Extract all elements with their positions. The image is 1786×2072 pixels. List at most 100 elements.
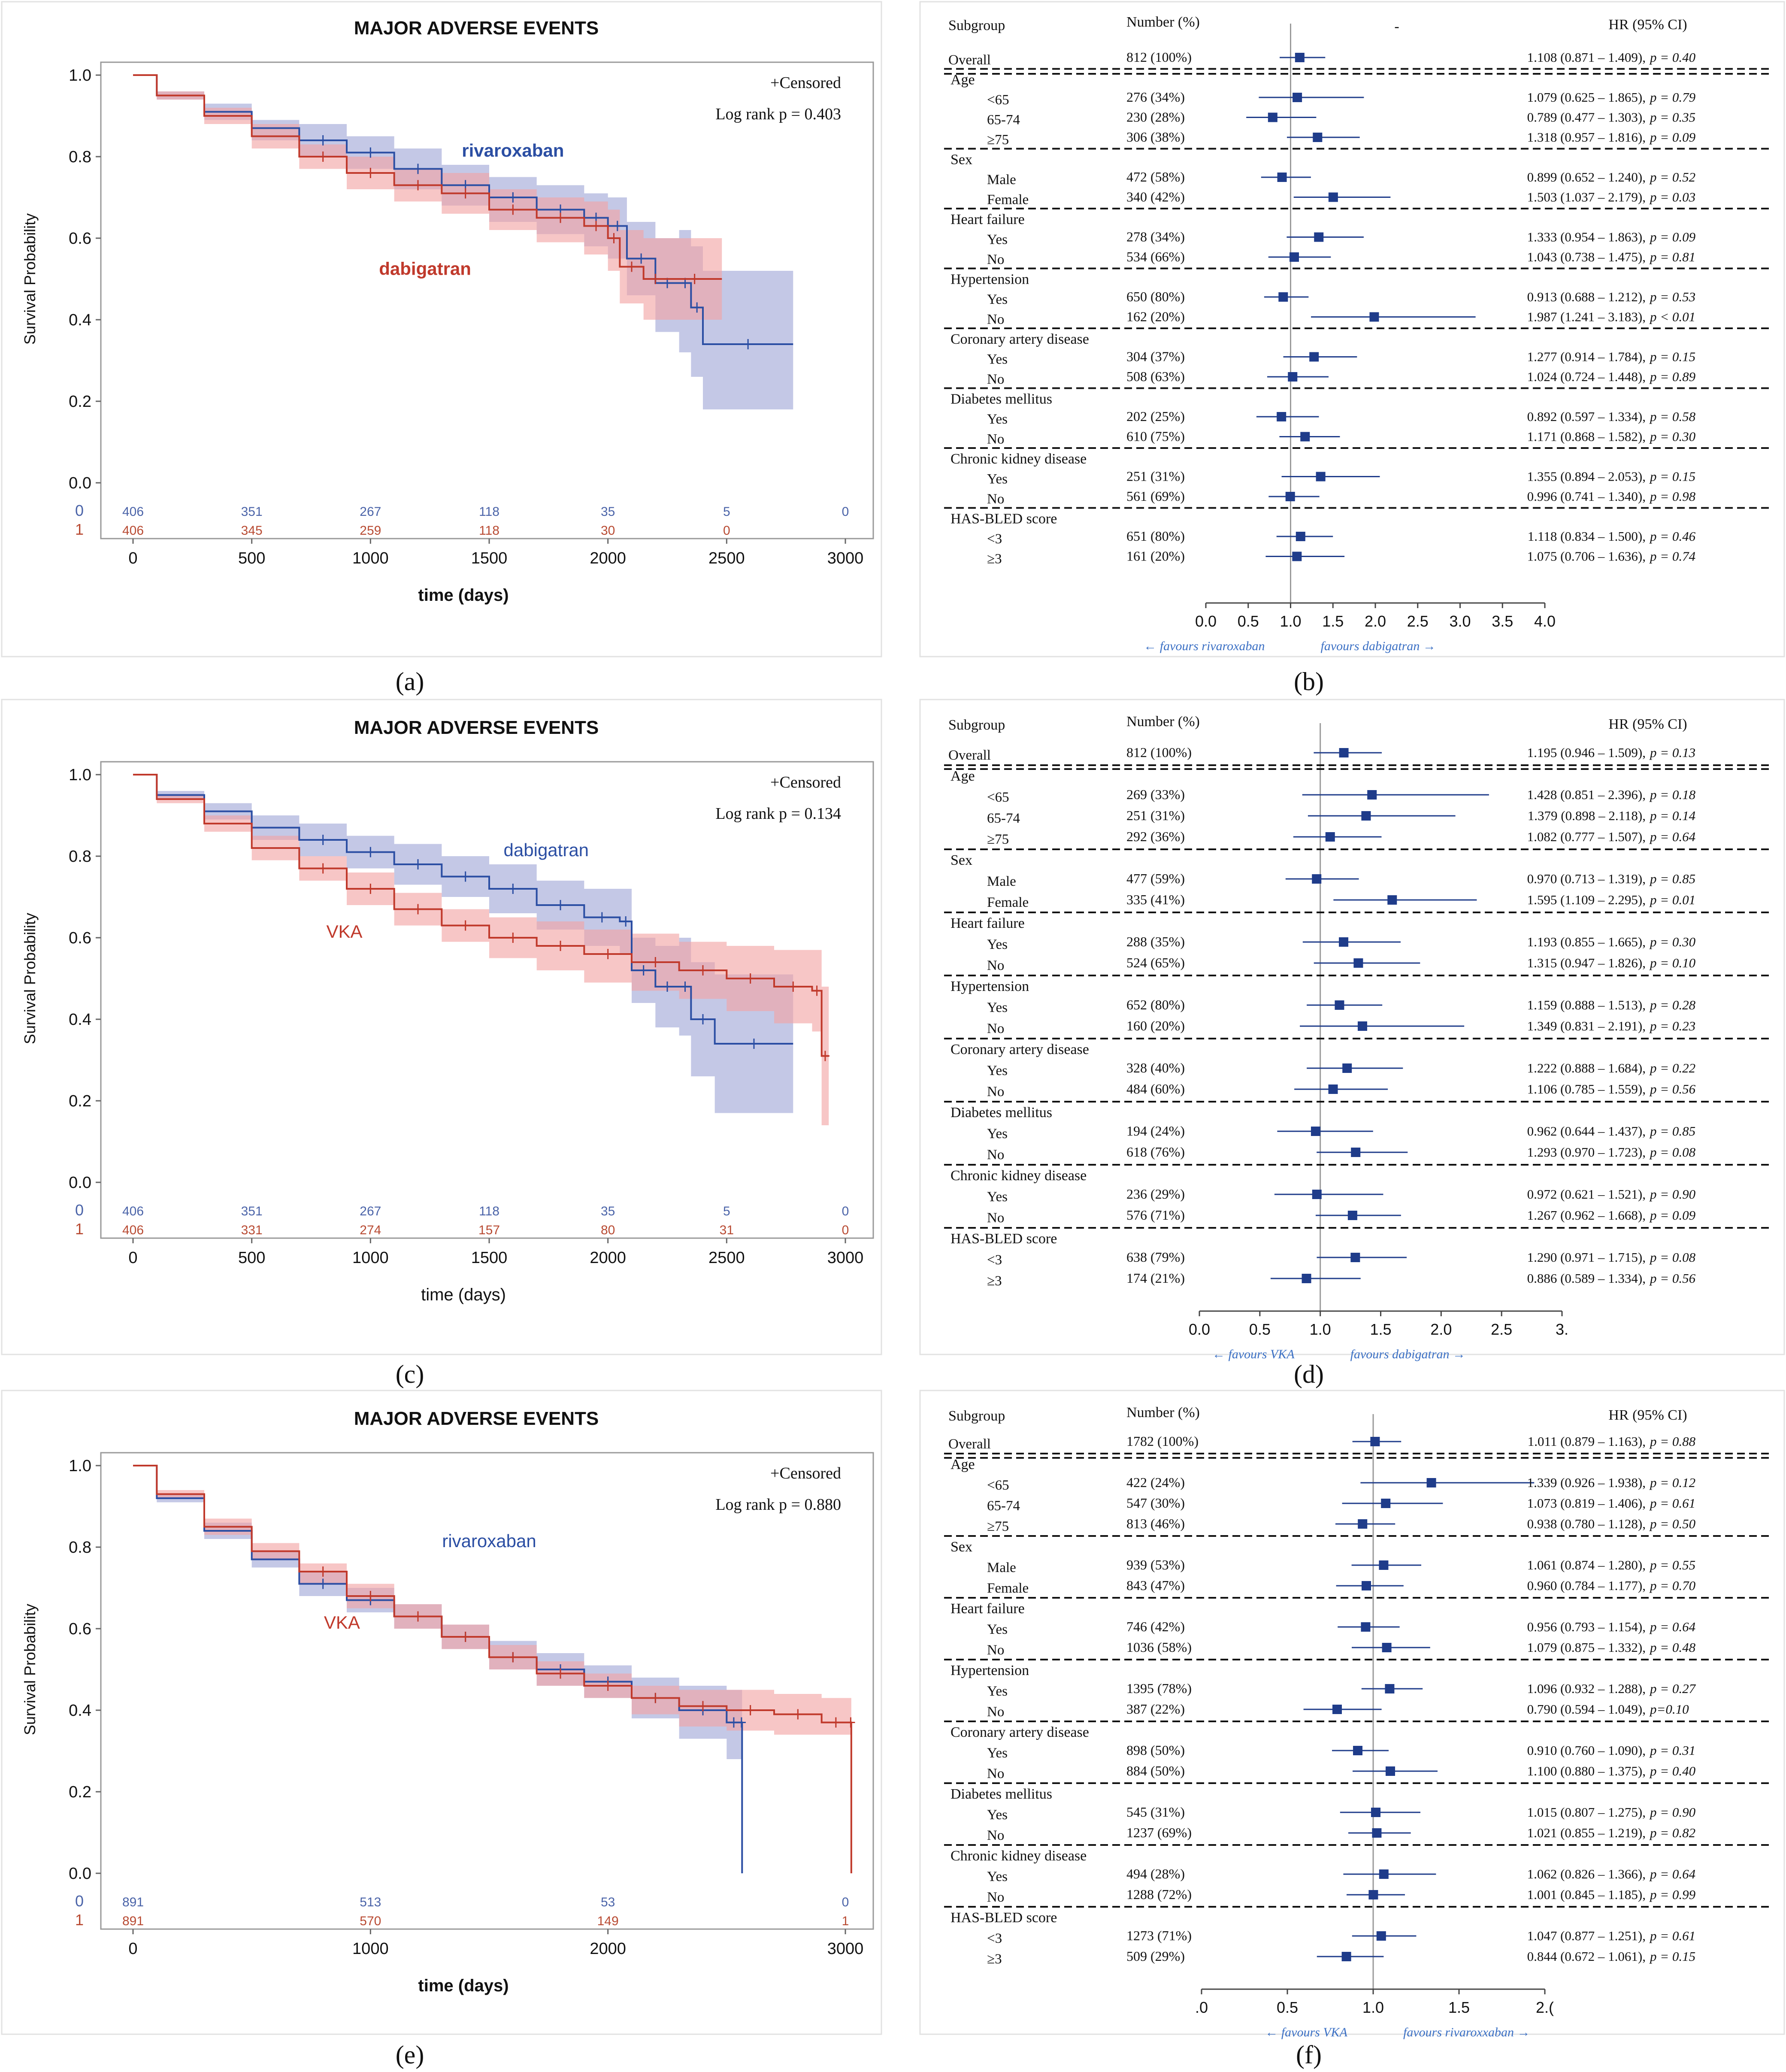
row-hr-ci: 0.972 (0.621 – 1.521), [1527,1187,1646,1202]
y-axis-label: Survival Probability [21,1604,39,1735]
favours-right-label: favours dabigatran → [1350,1347,1465,1361]
censor-mark [318,1578,327,1589]
row-label: Yes [987,1622,1008,1637]
hr-point [1311,1127,1320,1136]
censor-mark [812,985,821,996]
at-risk-count: 0 [723,524,730,538]
y-tick-label: 1.0 [69,67,91,85]
censor-mark [846,1717,855,1728]
header-subgroup: Subgroup [948,717,1005,733]
row-hr-ci: 0.790 (0.594 – 1.049), [1527,1702,1646,1717]
y-tick-label: 0.8 [69,1539,91,1557]
header-number: Number (%) [1126,1405,1200,1421]
panel-label-f: (f) [1296,2041,1322,2069]
plot-frame [100,1452,874,1930]
x-tick-label: 0 [128,549,137,567]
row-label: Yes [987,1000,1008,1015]
row-number: 304 (37%) [1126,349,1185,364]
censor-mark [414,180,422,191]
row-number: 1237 (69%) [1126,1825,1192,1840]
row-p-value: p = 0.46 [1649,529,1696,544]
row-label: No [987,252,1004,267]
row-p-value: p = 0.12 [1649,1475,1695,1490]
censor-mark [651,957,660,967]
censor-mark [318,151,327,162]
row-hr-ci: 0.892 (0.597 – 1.334), [1527,409,1646,424]
group-label: Sex [951,852,972,868]
row-p-value: p = 0.61 [1649,1928,1695,1943]
at-risk-count: 5 [723,505,730,519]
censor-mark [793,1709,802,1720]
group-label: Heart failure [951,212,1025,227]
x-tick-label: 1.5 [1448,1999,1470,2016]
row-label: No [987,958,1004,973]
x-tick-label: 0 [128,1940,137,1958]
hr-point [1293,93,1302,102]
hr-point [1381,1499,1391,1508]
row-p-value: p = 0.22 [1649,1060,1695,1075]
row-hr-ci: 1.379 (0.898 – 2.118), [1528,808,1646,823]
at-risk-count: 5 [723,1204,730,1218]
row-p-value: p = 0.64 [1649,1866,1695,1881]
row-number: 328 (40%) [1126,1060,1185,1075]
y-tick-label: 1.0 [69,1457,91,1475]
x-tick-label: 2.0 [1365,612,1386,630]
hr-point [1347,1211,1357,1220]
row-number: 161 (20%) [1126,548,1185,564]
survival-curve-dabigatran [133,74,722,280]
x-tick-label: 1.5 [1370,1321,1391,1338]
row-p-value: p = 0.85 [1649,1124,1695,1139]
x-tick-label: 2.5 [1491,1321,1512,1338]
row-p-value: p = 0.53 [1649,289,1695,304]
hr-point [1370,1437,1380,1446]
at-risk-count: 891 [122,1895,144,1909]
hr-point [1382,1643,1392,1652]
x-tick-label: 3.5 [1492,612,1513,630]
y-tick-label: 0.4 [69,311,91,329]
group-label: Coronary artery disease [951,1724,1089,1740]
x-tick-label: 1.0 [1362,1999,1384,2016]
row-hr-ci: 1.061 (0.874 – 1.280), [1527,1557,1646,1572]
censor-mark [318,835,327,845]
censor-mark [820,1051,829,1061]
row-hr-ci: 1.118 (0.834 – 1.500), [1528,529,1646,544]
censor-mark [414,859,422,869]
x-tick-label: 500 [238,549,265,567]
at-risk-count: 351 [241,1204,263,1218]
row-number: 812 (100%) [1126,49,1192,65]
hr-point [1285,492,1295,501]
group-label: Age [951,768,975,784]
row-p-value: p = 0.98 [1649,489,1696,504]
y-tick-label: 0.0 [69,1174,91,1192]
row-label: No [987,1766,1004,1781]
group-label: Sex [951,1539,972,1555]
group-label: Coronary artery disease [951,1042,1089,1057]
row-p-value: p = 0.09 [1649,1208,1695,1223]
x-tick-label: 2.5 [1407,612,1429,630]
group-label: Diabetes mellitus [951,1105,1052,1121]
censor-mark [621,916,630,927]
hr-point [1325,832,1335,842]
row-number: 638 (79%) [1126,1249,1185,1265]
row-p-value: p = 0.08 [1649,1250,1696,1265]
censor-mark [414,1611,422,1622]
row-label: No [987,491,1004,507]
row-number: 898 (50%) [1126,1742,1185,1758]
hr-point [1328,192,1338,202]
row-label: Male [987,874,1016,889]
row-hr-ci: 1.987 (1.241 – 3.183), [1527,309,1646,324]
row-label: Female [987,895,1029,910]
censor-mark [414,904,422,915]
row-p-value: p = 0.14 [1649,808,1695,823]
row-hr-ci: 0.956 (0.793 – 1.154), [1527,1619,1646,1634]
row-number: 422 (24%) [1126,1475,1185,1490]
y-tick-label: 0.6 [69,929,91,947]
row-number: 306 (38%) [1126,129,1185,145]
row-p-value: p = 0.55 [1649,1557,1695,1572]
row-p-value: p = 0.15 [1649,469,1695,484]
panel-frame-d [919,699,1785,1355]
row-label: Overall [948,52,991,68]
row-p-value: p=0.10 [1649,1702,1689,1717]
row-hr-ci: 1.159 (0.888 – 1.513), [1527,997,1646,1012]
